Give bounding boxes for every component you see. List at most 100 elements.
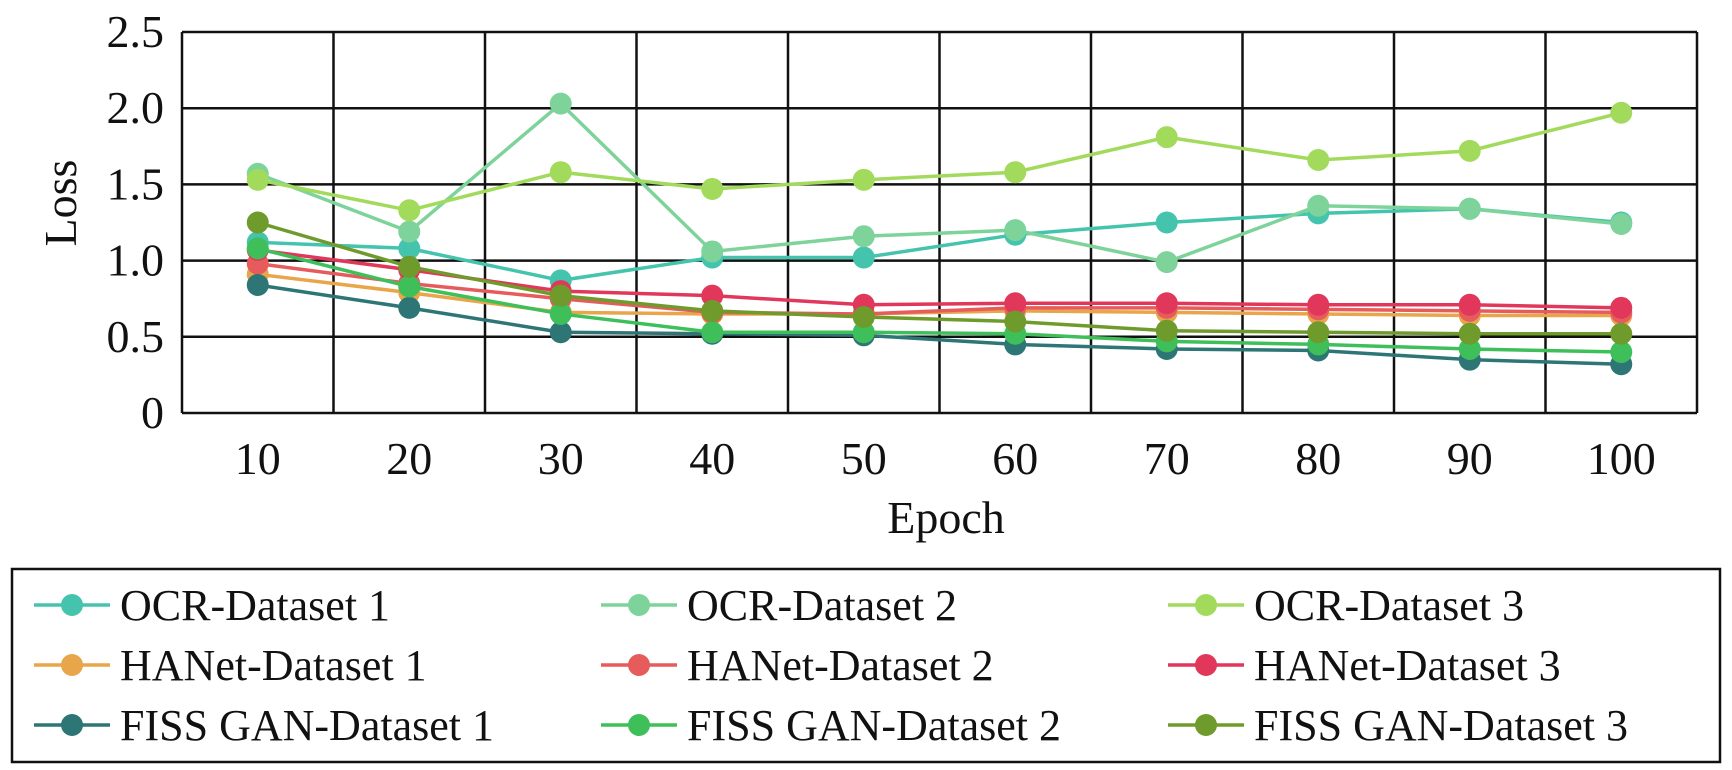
legend-item: HANet-Dataset 2 <box>601 641 994 690</box>
series-line <box>257 283 1622 366</box>
data-point <box>1307 194 1330 217</box>
x-tick-label: 80 <box>1295 433 1341 484</box>
legend-swatch-marker <box>628 594 650 616</box>
legend-swatch-marker <box>1195 714 1217 736</box>
legend-swatch-marker <box>628 714 650 736</box>
series-line <box>257 207 1622 283</box>
legend-swatch-marker <box>61 714 83 736</box>
legend-label: OCR-Dataset 2 <box>687 581 957 630</box>
series-line <box>257 101 1622 264</box>
data-point <box>549 321 572 344</box>
legend-label: HANet-Dataset 1 <box>120 641 427 690</box>
x-tick-label: 90 <box>1447 433 1493 484</box>
data-point <box>1610 296 1633 319</box>
data-point <box>1458 322 1481 345</box>
data-point <box>1458 139 1481 162</box>
x-axis-label: Epoch <box>887 492 1005 543</box>
series-2 <box>246 92 1633 274</box>
legend-item: FISS GAN-Dataset 2 <box>601 701 1061 750</box>
data-point <box>549 92 572 115</box>
data-point <box>852 305 875 328</box>
data-point <box>246 237 269 260</box>
legend: OCR-Dataset 1 OCR-Dataset 2 OCR-Dataset 3 H… <box>34 581 1628 750</box>
data-point <box>1610 322 1633 345</box>
series-line <box>257 220 1622 336</box>
legend-item: HANet-Dataset 3 <box>1168 641 1561 690</box>
series-lines <box>246 92 1633 376</box>
data-point <box>852 225 875 248</box>
data-point <box>701 177 724 200</box>
data-point <box>1307 293 1330 316</box>
legend-item: OCR-Dataset 3 <box>1168 581 1524 630</box>
y-axis-label: Loss <box>35 160 86 247</box>
data-point <box>1155 126 1178 149</box>
data-point <box>398 237 421 260</box>
data-point <box>1458 293 1481 316</box>
data-point <box>246 168 269 191</box>
legend-label: FISS GAN-Dataset 3 <box>1254 701 1628 750</box>
data-point <box>852 246 875 269</box>
legend-swatch-marker <box>61 594 83 616</box>
y-tick-label: 2.5 <box>107 6 165 57</box>
x-tick-label: 30 <box>538 433 584 484</box>
y-tick-label: 0.5 <box>107 311 165 362</box>
x-tick-label: 40 <box>689 433 735 484</box>
legend-item: OCR-Dataset 1 <box>34 581 390 630</box>
data-point <box>852 321 875 344</box>
data-point <box>398 275 421 298</box>
data-point <box>701 240 724 263</box>
y-tick-label: 2.0 <box>107 82 165 133</box>
data-point <box>1155 211 1178 234</box>
data-point <box>1004 310 1027 333</box>
x-tick-label: 10 <box>235 433 281 484</box>
data-point <box>1004 292 1027 315</box>
data-point <box>1610 213 1633 236</box>
data-point <box>1004 161 1027 184</box>
data-point <box>398 199 421 222</box>
legend-item: FISS GAN-Dataset 3 <box>1168 701 1628 750</box>
series-line <box>257 246 1622 354</box>
legend-label: OCR-Dataset 1 <box>120 581 390 630</box>
data-point <box>1004 219 1027 242</box>
legend-label: FISS GAN-Dataset 2 <box>687 701 1061 750</box>
legend-label: HANet-Dataset 3 <box>1254 641 1561 690</box>
x-tick-label: 50 <box>841 433 887 484</box>
y-tick-label: 1.0 <box>107 235 165 286</box>
data-point <box>1155 292 1178 315</box>
legend-swatch-marker <box>1195 654 1217 676</box>
data-point <box>398 255 421 278</box>
data-point <box>549 161 572 184</box>
legend-item: FISS GAN-Dataset 1 <box>34 701 494 750</box>
legend-box <box>10 567 1722 764</box>
legend-item: HANet-Dataset 1 <box>34 641 427 690</box>
x-axis-ticks: 10 20 30 40 50 60 70 80 90 100 <box>235 433 1656 484</box>
legend-label: HANet-Dataset 2 <box>687 641 994 690</box>
data-point <box>246 211 269 234</box>
data-point <box>701 299 724 322</box>
data-point <box>1155 251 1178 274</box>
data-point <box>1307 149 1330 172</box>
x-tick-label: 100 <box>1587 433 1656 484</box>
data-point <box>398 296 421 319</box>
y-tick-label: 0 <box>141 387 164 438</box>
series-9 <box>246 211 1633 345</box>
data-point <box>1458 197 1481 220</box>
x-tick-label: 20 <box>386 433 432 484</box>
data-point <box>1155 319 1178 342</box>
data-point <box>549 302 572 325</box>
legend-label: FISS GAN-Dataset 1 <box>120 701 494 750</box>
series-line <box>257 261 1622 316</box>
data-point <box>701 321 724 344</box>
y-tick-label: 1.5 <box>107 158 165 209</box>
legend-label: OCR-Dataset 3 <box>1254 581 1524 630</box>
y-axis-ticks: 0 0.5 1.0 1.5 2.0 2.5 <box>107 6 165 438</box>
data-point <box>549 284 572 307</box>
data-point <box>1458 337 1481 360</box>
data-point <box>1610 341 1633 364</box>
data-point <box>1610 101 1633 124</box>
series-3 <box>246 101 1633 222</box>
data-point <box>701 284 724 307</box>
x-tick-label: 70 <box>1144 433 1190 484</box>
